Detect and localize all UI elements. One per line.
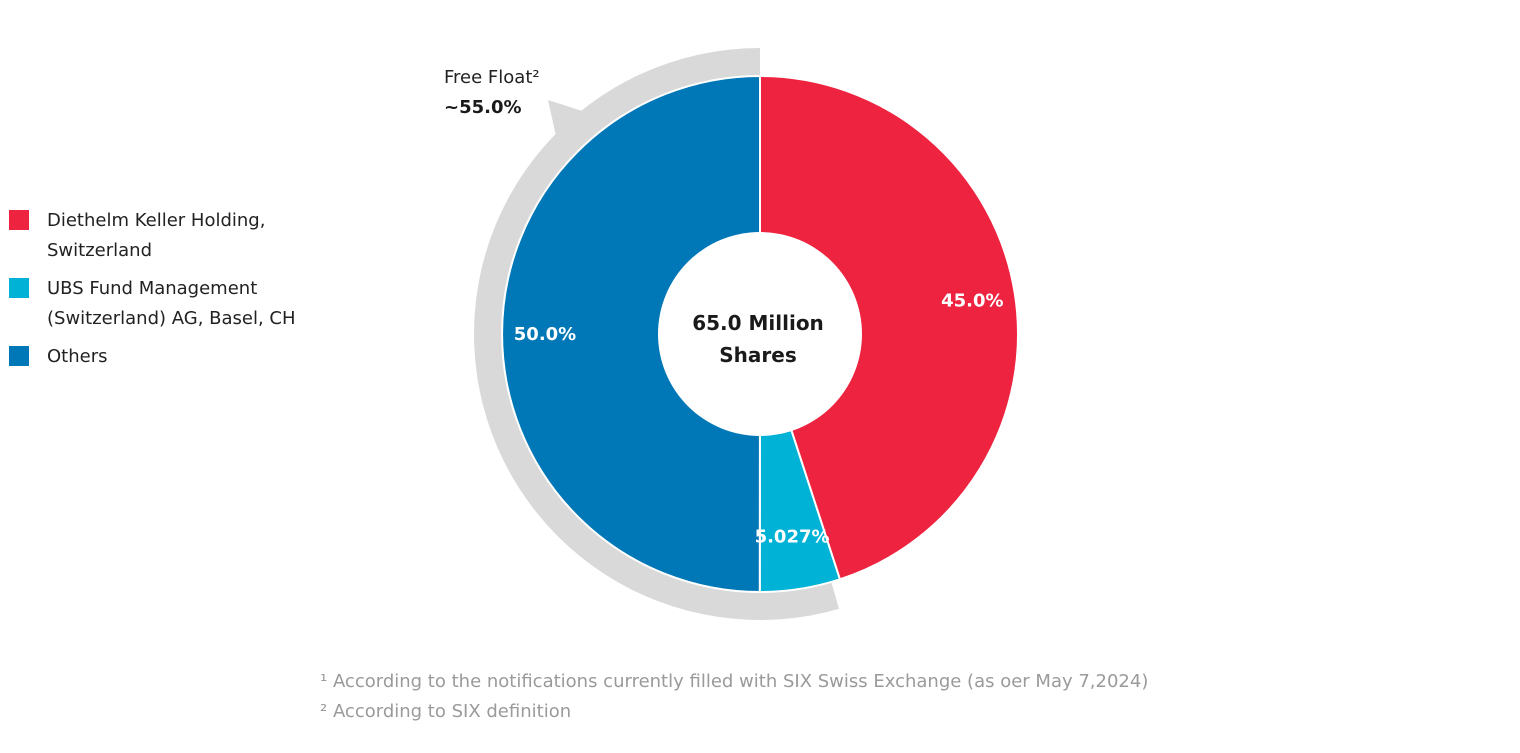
donut-hole — [658, 232, 862, 436]
slice-labels: 45.0% 5.027% 50.0% — [514, 290, 1004, 547]
free-float-title: Free Float² — [444, 67, 540, 88]
legend-label-others: Others — [47, 346, 108, 367]
legend-swatch-diethelm — [9, 210, 29, 230]
donut-slices — [500, 74, 1019, 594]
slice-others — [500, 74, 761, 594]
center-text-line2: Shares — [719, 343, 796, 367]
legend-item-diethelm: Diethelm Keller Holding, Switzerland — [9, 206, 349, 266]
legend-label-diethelm: Diethelm Keller Holding, Switzerland — [47, 210, 266, 261]
slice-diethelm — [759, 74, 1019, 581]
footnotes: ¹ According to the notifications current… — [320, 667, 1148, 727]
legend-label-ubs: UBS Fund Management (Switzerland) AG, Ba… — [47, 278, 296, 329]
footnote-1: ¹ According to the notifications current… — [320, 671, 1149, 692]
slice-ubs-label: 5.027% — [755, 526, 830, 547]
center-text-line1: 65.0 Million — [692, 311, 824, 335]
chart-legend: Diethelm Keller Holding, Switzerland UBS… — [9, 206, 349, 380]
legend-item-others: Others — [9, 342, 349, 372]
legend-swatch-others — [9, 346, 29, 366]
donut-chart: 65.0 Million Shares Free Float² ~55.0% 4… — [444, 48, 1019, 620]
footnote-2: ² According to SIX definition — [320, 701, 572, 722]
legend-swatch-ubs — [9, 278, 29, 298]
slice-others-label: 50.0% — [514, 324, 576, 345]
slice-diethelm-label: 45.0% — [941, 290, 1003, 311]
free-float-value: ~55.0% — [444, 97, 522, 118]
legend-item-ubs: UBS Fund Management (Switzerland) AG, Ba… — [9, 274, 349, 334]
free-float-pointer — [548, 100, 604, 136]
